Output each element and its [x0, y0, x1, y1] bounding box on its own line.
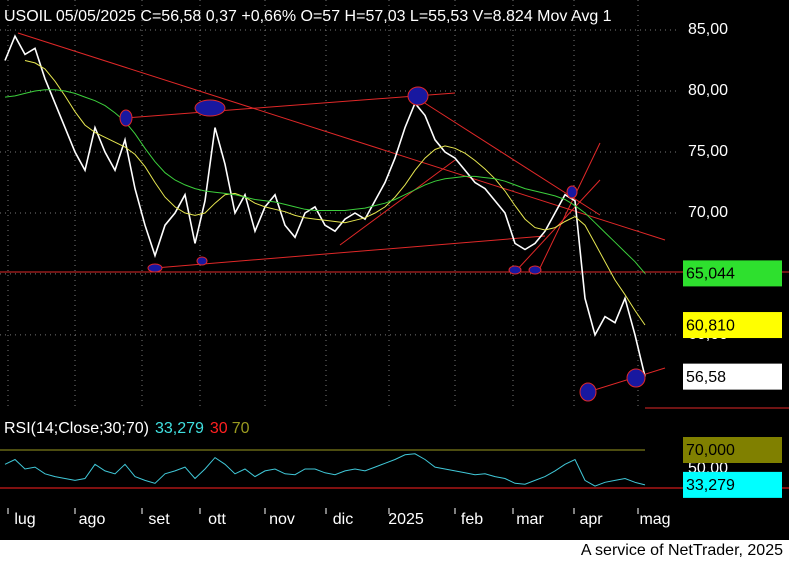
price-box	[683, 312, 782, 339]
series-line	[4, 34, 646, 377]
x-tick-label: set	[148, 511, 170, 528]
trend-line	[587, 367, 666, 393]
trend-line	[17, 32, 666, 241]
rsi-title: RSI(14;Close;30;70)	[4, 420, 149, 437]
x-tick-label: ago	[79, 511, 106, 528]
rsi-high-level: 70	[232, 420, 250, 437]
x-tick-label: ott	[208, 511, 226, 528]
grid	[0, 0, 789, 489]
background	[0, 0, 789, 540]
highlights	[119, 86, 646, 402]
y-tick-label: 80,00	[688, 82, 728, 99]
rsi-current: 33,279	[155, 420, 204, 437]
highlight	[566, 185, 578, 199]
highlight	[626, 368, 646, 388]
highlight	[147, 263, 163, 273]
x-tick-label: feb	[461, 511, 483, 528]
plot-area	[4, 34, 646, 487]
price-box	[683, 260, 782, 287]
x-tick-label: lug	[14, 511, 35, 528]
trend-line	[339, 159, 456, 246]
series-line	[4, 453, 646, 487]
y-tick-label: 75,00	[688, 143, 728, 160]
footer-background	[0, 540, 789, 562]
price-box	[683, 437, 782, 463]
rsi-low-level: 30	[210, 420, 228, 437]
x-tick-label: mar	[516, 511, 544, 528]
trend-lines	[0, 32, 789, 409]
price-box-label: 60,810	[686, 317, 735, 334]
highlight	[196, 256, 208, 266]
trend-line	[124, 92, 456, 119]
rsi-header: RSI(14;Close;30;70) 33,279 30 70	[4, 420, 250, 437]
chart-title: USOIL 05/05/2025 C=56,58 0,37 +0,66% O=5…	[4, 8, 612, 25]
x-tick-label: dic	[333, 511, 353, 528]
x-tick-label: 2025	[388, 511, 424, 528]
price-box-label: 56,58	[686, 369, 726, 386]
highlight	[508, 265, 522, 275]
footer: A service of NetTrader, 2025	[581, 542, 783, 559]
series-line	[4, 89, 646, 274]
y-tick-label: 85,00	[688, 21, 728, 38]
highlight	[194, 99, 226, 117]
x-tick-label: apr	[579, 511, 603, 528]
series-line	[24, 60, 646, 326]
highlight	[528, 265, 542, 275]
price-box-label: 65,044	[686, 266, 735, 283]
highlight	[407, 86, 429, 106]
price-box-label: 70,000	[686, 442, 735, 459]
highlight	[579, 382, 597, 402]
x-tick-label: mag	[639, 511, 670, 528]
highlight	[119, 109, 133, 127]
x-tick-label: nov	[269, 511, 295, 528]
trend-line	[539, 142, 601, 269]
y-tick-label: 70,00	[688, 204, 728, 221]
price-box-label: 33,279	[686, 477, 735, 494]
price-box	[683, 363, 782, 390]
price-box	[683, 471, 782, 498]
trend-line	[154, 235, 546, 269]
